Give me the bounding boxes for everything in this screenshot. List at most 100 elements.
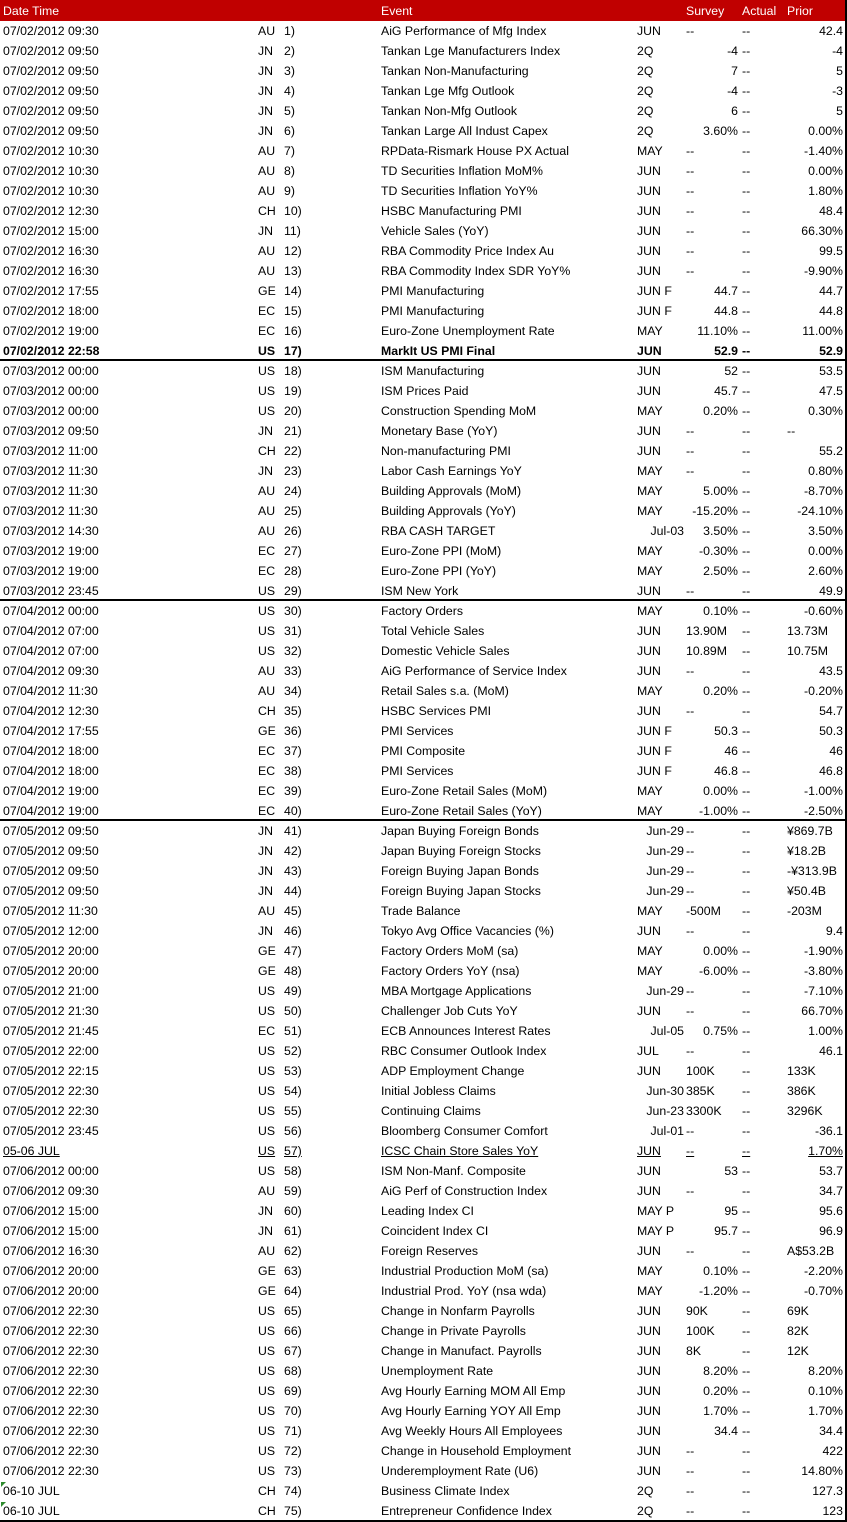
table-row: 07/02/2012 09:50 JN 6) Tankan Large All Ind…	[0, 121, 845, 141]
cell-event: AiG Performance of Service Index	[381, 664, 567, 678]
table-row: 07/04/2012 18:00 EC 38) PMI Services JUN F 46…	[0, 761, 845, 781]
cell-actual: --	[742, 64, 751, 78]
cell-number: 30)	[284, 604, 302, 618]
cell-actual: --	[742, 284, 751, 298]
cell-period: JUN	[637, 1364, 661, 1378]
cell-number: 46)	[284, 924, 302, 938]
cell-number: 52)	[284, 1044, 302, 1058]
cell-datetime: 07/06/2012 16:30	[3, 1244, 99, 1258]
cell-survey: --	[686, 184, 695, 198]
cell-event: Underemployment Rate (U6)	[381, 1464, 539, 1478]
table-row: 07/05/2012 22:00 US 52) RBC Consumer Outloo…	[0, 1041, 845, 1061]
cell-prior: -0.70%	[804, 1284, 843, 1298]
cell-event: Tokyo Avg Office Vacancies (%)	[381, 924, 554, 938]
cell-number: 22)	[284, 444, 302, 458]
cell-datetime: 07/06/2012 22:30	[3, 1304, 99, 1318]
cell-survey: 0.20%	[703, 1384, 738, 1398]
cell-prior: ¥50.4B	[787, 884, 826, 898]
cell-period: MAY	[637, 604, 663, 618]
table-row: 07/05/2012 21:30 US 50) Challenger Job Cuts…	[0, 1001, 845, 1021]
cell-datetime: 07/03/2012 00:00	[3, 364, 99, 378]
cell-datetime: 07/04/2012 11:30	[3, 684, 98, 698]
cell-actual: --	[742, 104, 751, 118]
cell-number: 35)	[284, 704, 302, 718]
cell-datetime: 07/06/2012 20:00	[3, 1284, 99, 1298]
cell-event: Vehicle Sales (YoY)	[381, 224, 489, 238]
cell-prior: 0.00%	[808, 544, 843, 558]
cell-country: US	[258, 1444, 276, 1458]
cell-actual: --	[742, 604, 751, 618]
table-row: 06-10 JUL CH 75) Entrepreneur Confidence In…	[0, 1501, 845, 1521]
table-row: 07/03/2012 00:00 US 20) Construction Spendi…	[0, 401, 845, 421]
cell-datetime: 07/06/2012 15:00	[3, 1224, 99, 1238]
cell-actual: --	[742, 424, 751, 438]
cell-event: PMI Composite	[381, 744, 466, 758]
cell-actual: --	[742, 124, 751, 138]
cell-country: US	[258, 1304, 276, 1318]
cell-number: 56)	[284, 1124, 302, 1138]
cell-prior: -0.20%	[804, 684, 843, 698]
table-row: 07/03/2012 11:30 JN 23) Labor Cash Earnings…	[0, 461, 845, 481]
cell-survey: --	[686, 1504, 695, 1518]
cell-prior: 8.20%	[808, 1364, 843, 1378]
cell-datetime: 07/06/2012 22:30	[3, 1384, 99, 1398]
cell-survey: --	[686, 1124, 695, 1138]
cell-country: GE	[258, 944, 276, 958]
cell-survey: 0.20%	[703, 684, 738, 698]
cell-period: JUN	[637, 1004, 661, 1018]
cell-country: CH	[258, 704, 276, 718]
cell-datetime: 07/03/2012 19:00	[3, 564, 99, 578]
cell-period: Jun-29	[646, 984, 684, 998]
cell-period: MAY	[637, 804, 663, 818]
cell-survey: --	[686, 1184, 695, 1198]
cell-survey: 50.3	[714, 724, 738, 738]
cell-survey: --	[686, 844, 695, 858]
cell-event: Avg Hourly Earning YOY All Emp	[381, 1404, 561, 1418]
cell-country: AU	[258, 144, 276, 158]
cell-number: 13)	[284, 264, 302, 278]
cell-datetime: 07/03/2012 00:00	[3, 404, 99, 418]
cell-survey: --	[686, 984, 695, 998]
cell-survey: 95	[724, 1204, 738, 1218]
cell-datetime: 07/02/2012 09:50	[3, 64, 99, 78]
cell-actual: --	[742, 1164, 751, 1178]
cell-period: JUN	[637, 1324, 661, 1338]
cell-number: 73)	[284, 1464, 302, 1478]
cell-country: US	[258, 1344, 276, 1358]
cell-datetime: 07/05/2012 20:00	[3, 944, 99, 958]
cell-prior: 11.00%	[802, 324, 843, 338]
cell-survey: --	[686, 704, 695, 718]
cell-survey: --	[686, 204, 695, 218]
cell-actual: --	[742, 84, 751, 98]
cell-number: 41)	[284, 824, 302, 838]
cell-prior: 82K	[787, 1324, 809, 1338]
cell-event: Japan Buying Foreign Stocks	[381, 844, 541, 858]
cell-actual: --	[742, 764, 751, 778]
header-prior: Prior	[787, 4, 813, 18]
cell-actual: --	[742, 1184, 751, 1198]
table-row: 07/02/2012 16:30 AU 12) RBA Commodity Price…	[0, 241, 845, 261]
cell-event: Tankan Lge Manufacturers Index	[381, 44, 561, 58]
cell-datetime: 07/03/2012 14:30	[3, 524, 99, 538]
cell-survey: 34.4	[714, 1424, 738, 1438]
cell-country: US	[258, 1384, 276, 1398]
cell-prior: -9.90%	[804, 264, 843, 278]
cell-prior: 386K	[787, 1084, 816, 1098]
cell-prior: 127.3	[812, 1484, 843, 1498]
cell-actual: --	[742, 1064, 751, 1078]
table-row: 07/05/2012 23:45 US 56) Bloomberg Consumer …	[0, 1121, 845, 1141]
cell-survey: --	[686, 1444, 695, 1458]
cell-country: JN	[258, 1224, 274, 1238]
cell-number: 74)	[284, 1484, 302, 1498]
cell-event: HSBC Manufacturing PMI	[381, 204, 522, 218]
cell-datetime: 07/03/2012 09:50	[3, 424, 99, 438]
cell-actual: --	[742, 644, 751, 658]
cell-period: MAY	[637, 964, 663, 978]
cell-datetime: 07/05/2012 21:45	[3, 1024, 99, 1038]
cell-prior: -8.70%	[804, 484, 843, 498]
table-row: 07/02/2012 09:30 AU 1) AiG Performance of M…	[0, 21, 845, 41]
cell-country: US	[258, 644, 276, 658]
cell-survey: --	[686, 1244, 695, 1258]
cell-period: JUN F	[637, 724, 672, 738]
cell-event: Monetary Base (YoY)	[381, 424, 498, 438]
